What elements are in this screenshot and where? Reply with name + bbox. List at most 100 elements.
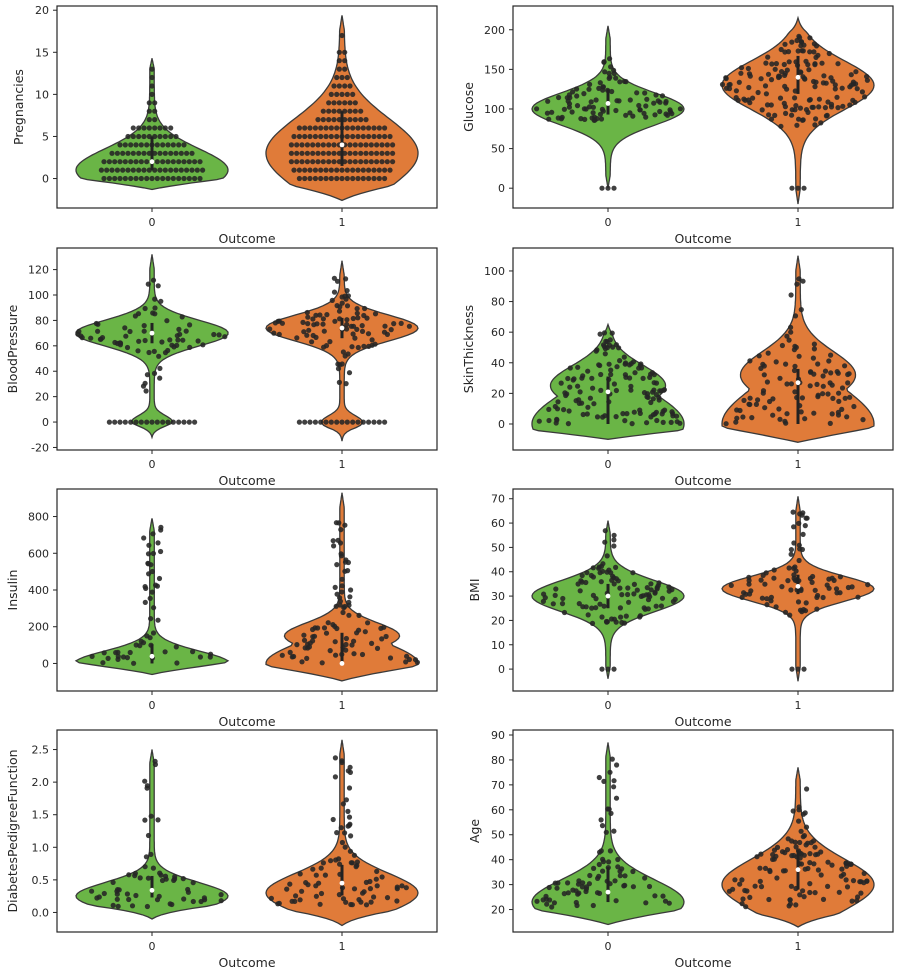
swarm-point [293, 893, 299, 899]
swarm-point [371, 125, 377, 131]
y-tick-label: 60 [491, 326, 505, 339]
swarm-point [146, 349, 152, 356]
swarm-point [330, 816, 336, 823]
swarm-point [279, 320, 285, 326]
swarm-point [165, 142, 171, 148]
swarm-point [578, 578, 584, 584]
swarm-point [792, 313, 799, 319]
swarm-point [622, 873, 628, 879]
swarm-point [296, 125, 302, 131]
swarm-point [344, 326, 350, 332]
swarm-point [348, 587, 354, 593]
swarm-point [734, 415, 740, 421]
swarm-point [96, 894, 102, 900]
swarm-point [733, 95, 739, 101]
swarm-point [611, 532, 617, 538]
swarm-point [352, 142, 358, 148]
swarm-point [739, 901, 745, 907]
swarm-point [354, 630, 360, 636]
x-axis-label: Outcome [218, 714, 275, 729]
swarm-point [801, 666, 807, 672]
swarm-point [339, 74, 345, 81]
swarm-point [320, 321, 326, 327]
swarm-point [800, 74, 806, 80]
swarm-point [296, 133, 302, 140]
swarm-point [347, 159, 353, 165]
swarm-point [590, 385, 596, 391]
median-marker-outcome-0 [149, 159, 155, 165]
swarm-point [558, 380, 564, 386]
swarm-point [799, 512, 805, 518]
swarm-point [753, 401, 760, 407]
swarm-point [340, 609, 346, 616]
swarm-point [768, 102, 774, 108]
swarm-point [160, 159, 166, 165]
swarm-point [326, 117, 332, 123]
swarm-point [112, 159, 118, 165]
swarm-point [131, 660, 137, 666]
swarm-point [632, 370, 638, 376]
y-tick-label: 60 [491, 804, 505, 817]
swarm-point [384, 142, 390, 148]
swarm-point [162, 350, 169, 356]
swarm-point [374, 645, 381, 652]
y-tick-label: 10 [35, 88, 49, 101]
swarm-point [565, 98, 571, 104]
swarm-point [133, 892, 139, 899]
swarm-point [644, 420, 650, 426]
swarm-point [648, 414, 654, 420]
swarm-point [658, 603, 665, 609]
swarm-point [646, 883, 653, 890]
swarm-point [804, 786, 810, 792]
swarm-point [371, 167, 377, 173]
swarm-point [738, 65, 745, 71]
swarm-point [790, 808, 796, 814]
swarm-point [797, 35, 803, 41]
swarm-point [100, 660, 106, 666]
swarm-point [376, 125, 382, 131]
swarm-outcome-1 [268, 755, 409, 908]
swarm-point [758, 365, 764, 371]
swarm-point [615, 856, 621, 863]
swarm-point [637, 613, 644, 619]
swarm-point [138, 638, 144, 644]
swarm-point [796, 804, 802, 810]
swarm-point [840, 103, 846, 109]
swarm-point [372, 311, 379, 317]
y-tick-label: 40 [491, 357, 505, 370]
swarm-point [302, 175, 308, 182]
swarm-point [328, 133, 334, 140]
swarm-point [755, 397, 761, 403]
swarm-point [764, 379, 771, 385]
swarm-point [609, 88, 615, 95]
swarm-point [307, 167, 313, 173]
swarm-point [847, 394, 853, 400]
swarm-point [328, 91, 334, 97]
swarm-point [128, 142, 134, 148]
swarm-point [623, 613, 629, 619]
swarm-point [766, 112, 772, 118]
swarm-point [157, 375, 163, 381]
swarm-point [807, 383, 813, 389]
swarm-point [825, 859, 831, 865]
swarm-point [334, 562, 340, 568]
swarm-point [344, 74, 350, 81]
swarm-point [792, 363, 798, 369]
swarm-point [860, 417, 866, 423]
swarm-point [334, 167, 340, 173]
swarm-point [591, 117, 597, 123]
swarm-point [745, 65, 752, 72]
swarm-point [862, 94, 868, 100]
swarm-point [168, 133, 174, 140]
swarm-point [603, 829, 609, 835]
swarm-point [154, 159, 160, 165]
swarm-point [797, 839, 803, 846]
swarm-point [331, 150, 337, 156]
swarm-point [294, 159, 300, 165]
swarm-point [669, 111, 675, 117]
swarm-point [347, 100, 353, 106]
swarm-point [339, 589, 345, 595]
swarm-point [625, 591, 631, 598]
swarm-point [651, 372, 657, 378]
